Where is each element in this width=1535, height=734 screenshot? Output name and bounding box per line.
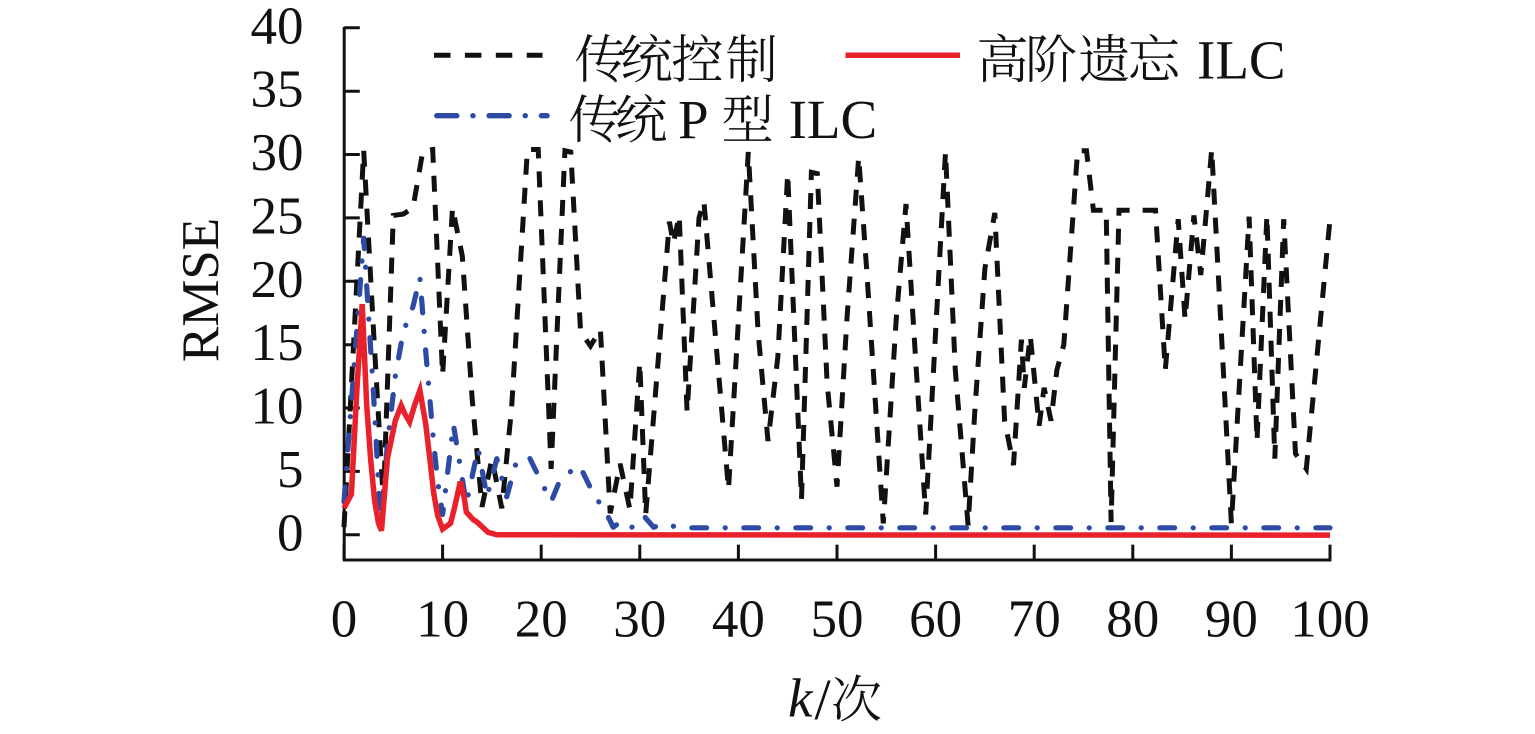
svg-text:35: 35 xyxy=(251,61,304,119)
svg-text:40: 40 xyxy=(251,0,304,55)
svg-text:5: 5 xyxy=(277,441,304,499)
svg-text:/: / xyxy=(815,667,832,732)
svg-text:ILC: ILC xyxy=(1197,30,1286,91)
svg-text:70: 70 xyxy=(1008,591,1061,649)
svg-text:30: 30 xyxy=(251,124,304,182)
svg-text:0: 0 xyxy=(331,591,358,649)
svg-text:40: 40 xyxy=(712,591,765,649)
svg-text:0: 0 xyxy=(277,504,304,562)
svg-text:90: 90 xyxy=(1205,591,1258,649)
svg-text:10: 10 xyxy=(416,591,469,649)
svg-text:30: 30 xyxy=(613,591,666,649)
svg-text:100: 100 xyxy=(1290,591,1370,649)
svg-text:RMSE: RMSE xyxy=(172,218,230,362)
svg-text:80: 80 xyxy=(1106,591,1159,649)
svg-text:k: k xyxy=(788,668,814,729)
svg-text:ILC: ILC xyxy=(789,89,878,150)
svg-text:50: 50 xyxy=(811,591,864,649)
svg-text:15: 15 xyxy=(251,314,304,372)
svg-text:20: 20 xyxy=(251,251,304,309)
svg-text:25: 25 xyxy=(251,187,304,245)
svg-text:60: 60 xyxy=(909,591,962,649)
svg-text:20: 20 xyxy=(515,591,568,649)
svg-text:P: P xyxy=(678,89,709,150)
svg-text:10: 10 xyxy=(251,378,304,436)
